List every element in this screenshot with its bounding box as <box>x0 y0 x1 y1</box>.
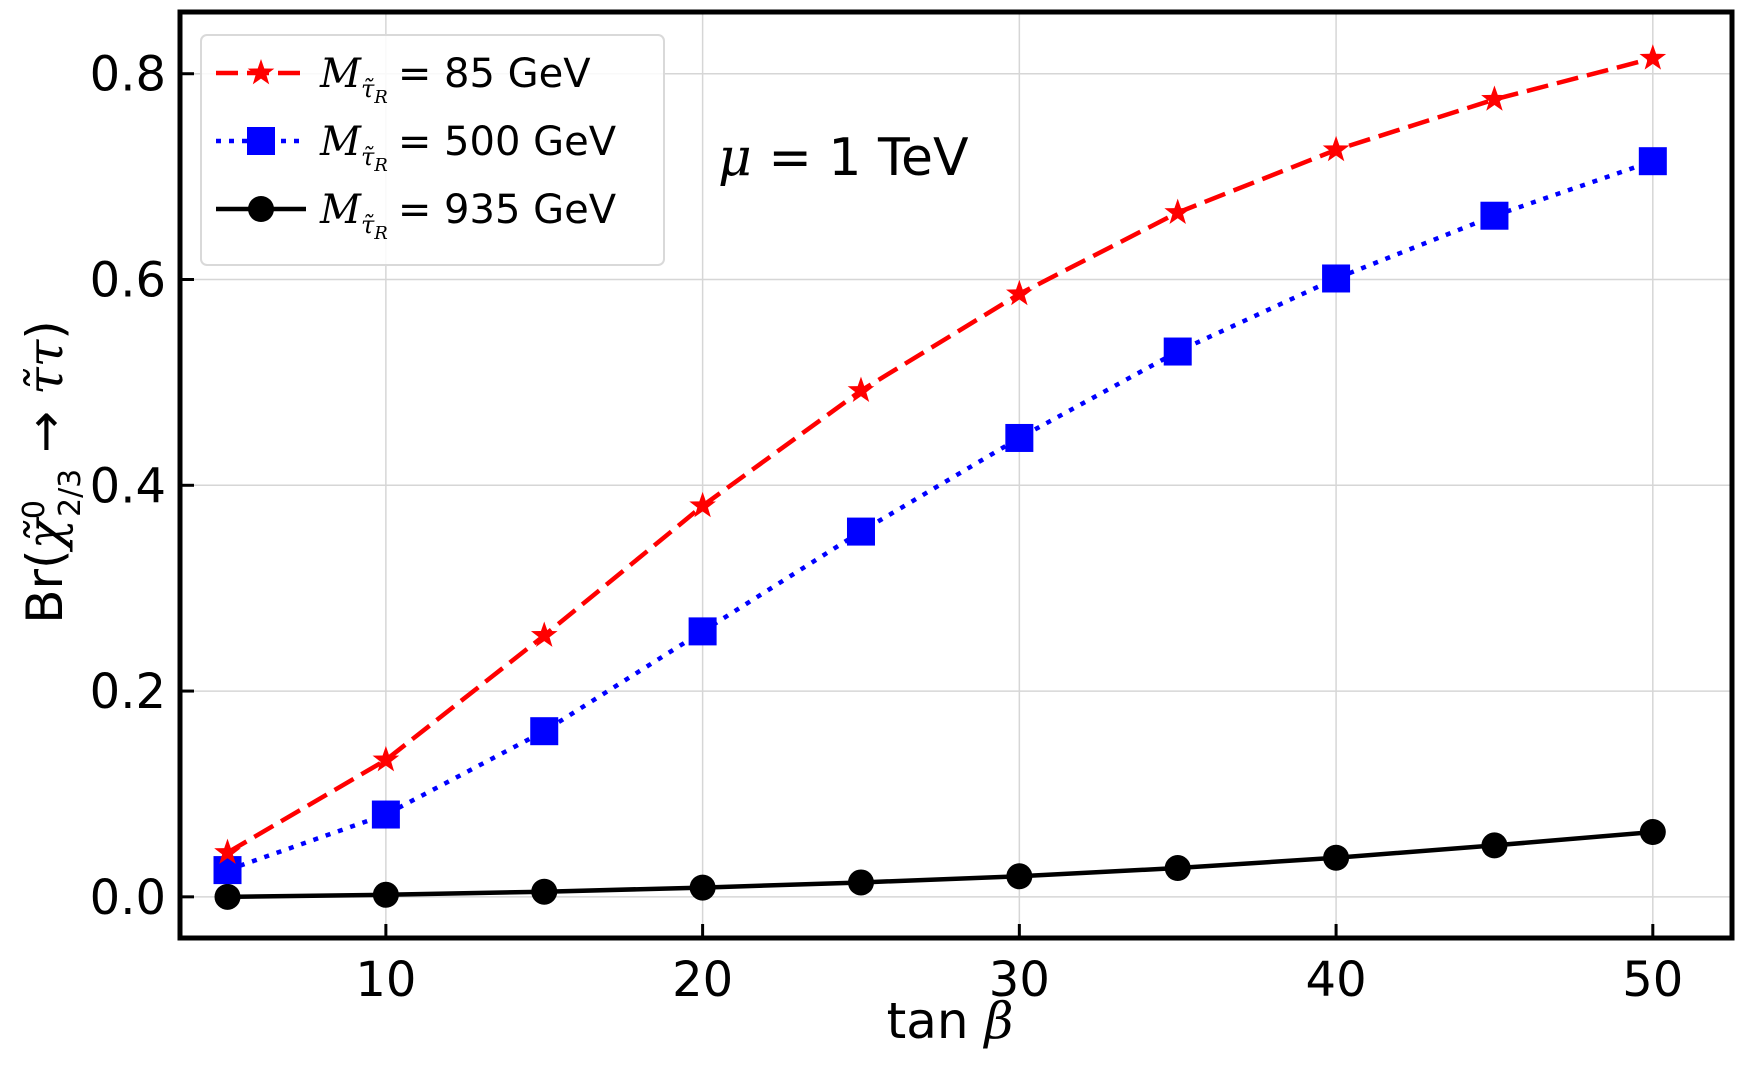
data-point <box>689 491 716 518</box>
ticks: 10 20 30 40 50 0.0 0.2 0.4 0.6 0.8 <box>90 47 1684 1008</box>
x-tick-label: 30 <box>989 952 1050 1008</box>
data-point <box>688 617 717 646</box>
x-tick-label: 50 <box>1622 952 1683 1008</box>
data-point <box>847 869 874 896</box>
data-point <box>372 881 399 908</box>
data-point <box>1481 85 1508 111</box>
y-tick-label: 0.0 <box>90 870 166 926</box>
legend-marker <box>247 127 275 155</box>
legend-box <box>200 34 665 266</box>
data-point <box>1163 337 1192 366</box>
data-point <box>1164 198 1192 224</box>
data-point <box>1480 201 1509 230</box>
x-axis-title: tan β <box>887 992 1014 1050</box>
y-tick-label: 0.6 <box>90 253 166 309</box>
series-layer <box>213 44 1667 910</box>
legend-item: Mτ̃R= 85 GeV <box>216 51 591 108</box>
series-circle <box>214 819 1666 910</box>
annotation-mu: μ = 1 TeV <box>718 128 969 188</box>
data-point <box>214 883 241 910</box>
legend-marker <box>247 59 275 85</box>
data-point <box>1322 135 1350 162</box>
data-point <box>1322 264 1351 293</box>
data-point <box>1481 832 1508 859</box>
plot-frame <box>177 9 1735 941</box>
data-point <box>372 746 400 772</box>
series-line <box>227 829 1654 900</box>
data-point <box>214 838 241 864</box>
data-point <box>1005 423 1034 452</box>
legend-marker <box>248 196 274 222</box>
data-point <box>531 878 558 905</box>
legend-label: Mτ̃R= 935 GeV <box>319 187 617 244</box>
data-point <box>1638 147 1667 176</box>
data-point <box>1006 863 1033 890</box>
data-point <box>847 376 875 402</box>
data-point <box>846 517 875 546</box>
legend-label: Mτ̃R= 85 GeV <box>319 51 591 108</box>
y-tick-label: 0.8 <box>90 47 166 103</box>
legend-item: Mτ̃R= 935 GeV <box>216 187 617 244</box>
x-tick-label: 40 <box>1306 952 1367 1008</box>
y-tick-label: 0.2 <box>90 664 166 720</box>
data-point <box>1639 44 1667 70</box>
data-point <box>1639 819 1666 846</box>
legend-item: Mτ̃R= 500 GeV <box>216 119 617 176</box>
legend: Mτ̃R= 85 GeV Mτ̃R= 500 GeV Mτ̃R= 935 GeV <box>200 34 665 266</box>
series-line <box>226 56 1654 855</box>
series-star <box>214 44 1667 864</box>
legend-label: Mτ̃R= 500 GeV <box>319 119 617 176</box>
data-point <box>530 717 559 746</box>
series-square <box>213 147 1667 885</box>
data-point <box>530 621 558 647</box>
data-point <box>1323 844 1350 871</box>
x-tick-label: 10 <box>355 952 416 1008</box>
grid <box>180 12 1732 938</box>
data-point <box>1006 279 1033 306</box>
y-tick-label: 0.4 <box>90 458 166 514</box>
data-point <box>1164 855 1191 882</box>
data-point <box>371 800 400 829</box>
data-point <box>689 874 716 901</box>
data-point <box>213 856 242 885</box>
x-tick-label: 20 <box>672 952 733 1008</box>
